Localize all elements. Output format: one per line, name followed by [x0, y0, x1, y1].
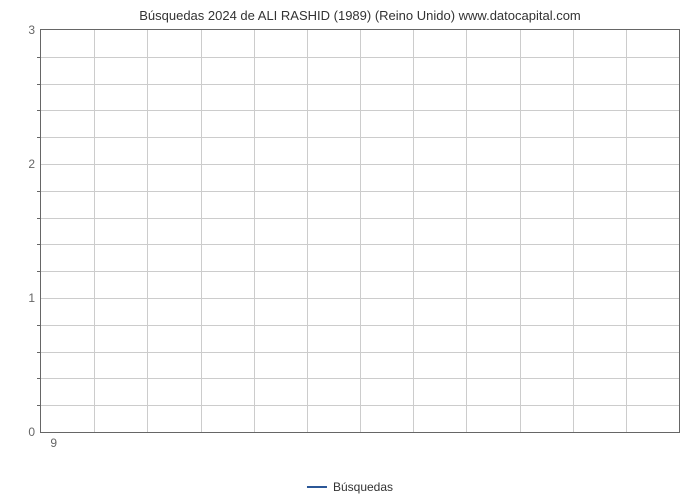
gridline-vertical [466, 30, 467, 432]
gridline-vertical [147, 30, 148, 432]
y-minor-tick [37, 84, 41, 85]
y-minor-tick [37, 378, 41, 379]
gridline-vertical [626, 30, 627, 432]
gridline-vertical [201, 30, 202, 432]
gridline-vertical [520, 30, 521, 432]
gridline-vertical [254, 30, 255, 432]
chart-title: Búsquedas 2024 de ALI RASHID (1989) (Rei… [40, 8, 680, 23]
legend-label: Búsquedas [333, 480, 393, 494]
gridline-vertical [94, 30, 95, 432]
y-tick-label: 2 [28, 157, 35, 171]
y-minor-tick [37, 137, 41, 138]
y-minor-tick [37, 352, 41, 353]
y-minor-tick [37, 244, 41, 245]
y-tick-label: 3 [28, 23, 35, 37]
y-minor-tick [37, 405, 41, 406]
plot-area: 01239 [40, 29, 680, 433]
y-minor-tick [37, 218, 41, 219]
x-tick-label: 9 [50, 436, 57, 450]
y-minor-tick [37, 110, 41, 111]
chart-container: Búsquedas 2024 de ALI RASHID (1989) (Rei… [40, 8, 680, 450]
gridline-vertical [413, 30, 414, 432]
y-minor-tick [37, 191, 41, 192]
y-tick-label: 0 [28, 425, 35, 439]
gridline-vertical [307, 30, 308, 432]
gridline-vertical [573, 30, 574, 432]
y-tick-label: 1 [28, 291, 35, 305]
y-minor-tick [37, 271, 41, 272]
chart-legend: Búsquedas [307, 480, 393, 494]
y-minor-tick [37, 325, 41, 326]
gridline-vertical [360, 30, 361, 432]
legend-line-icon [307, 486, 327, 488]
y-minor-tick [37, 57, 41, 58]
